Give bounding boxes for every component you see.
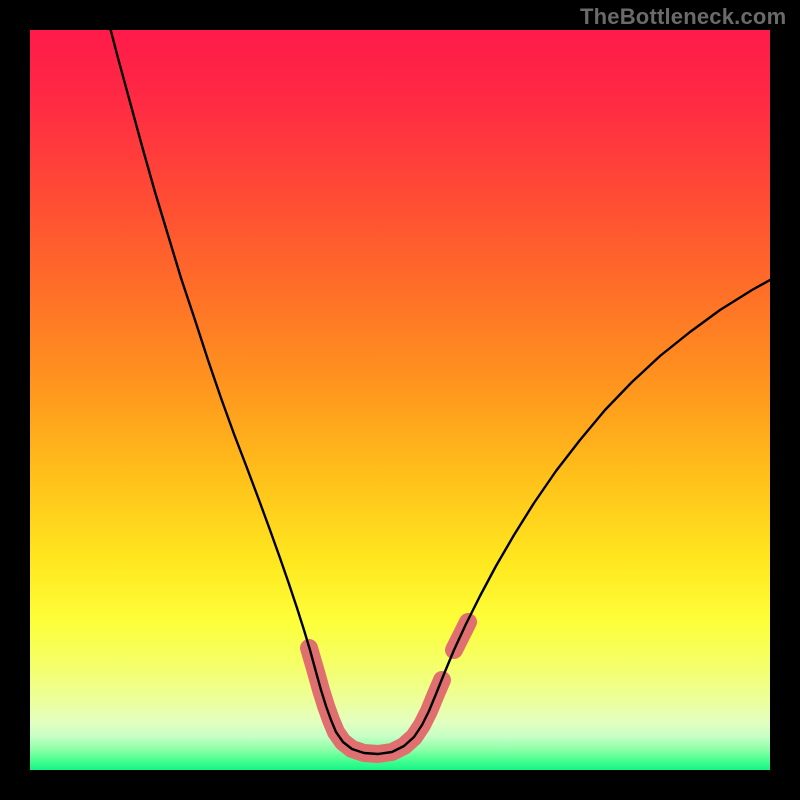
bottleneck-chart bbox=[0, 0, 800, 800]
watermark-text: TheBottleneck.com bbox=[580, 4, 786, 30]
